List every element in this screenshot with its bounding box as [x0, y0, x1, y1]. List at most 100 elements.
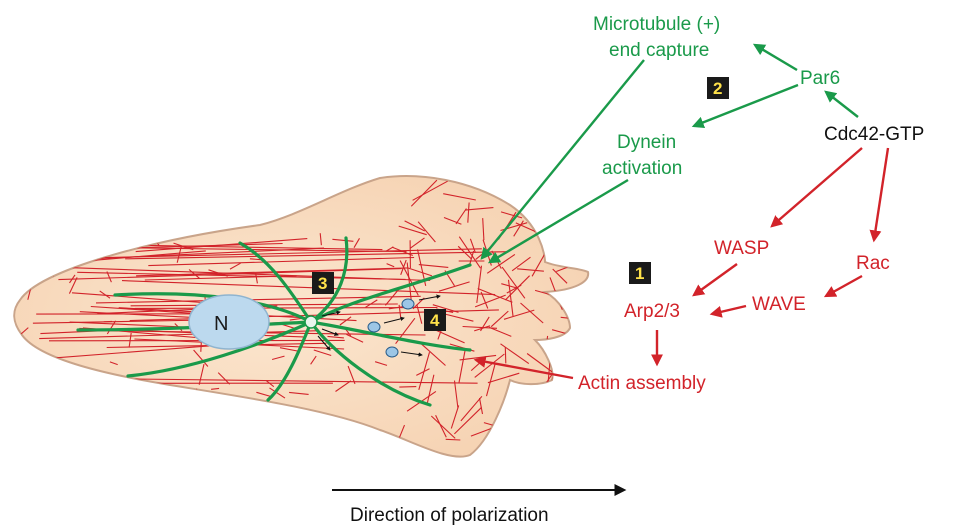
svg-text:1: 1 [635, 264, 644, 283]
actin-filament [566, 406, 582, 420]
actin-filament [148, 256, 415, 267]
labels: Microtubule (+) end capture Par6 Cdc42-G… [578, 14, 924, 394]
transport-arrow [400, 351, 423, 357]
actin-filament [310, 355, 317, 365]
vesicles [317, 294, 441, 358]
vesicle [385, 346, 399, 358]
actin-filament [83, 391, 100, 407]
vesicle [401, 298, 415, 310]
actin-filament [68, 277, 78, 294]
actin-filament [458, 236, 481, 269]
actin-filament [69, 274, 76, 284]
actin-filament [106, 271, 112, 283]
actin-filament [487, 372, 520, 384]
actin-filament [506, 284, 522, 294]
actin-filament [570, 429, 582, 442]
actin-filament [508, 190, 528, 194]
actin-filament [469, 238, 476, 253]
actin-filament [450, 405, 460, 429]
arrow-cdc42-to-rac [869, 147, 890, 243]
actin-filament [500, 211, 523, 219]
actin-filament [416, 304, 423, 324]
actin-filament [211, 387, 220, 390]
actin-filament [398, 225, 427, 236]
transport-arrow [321, 310, 341, 317]
actin-filament [546, 415, 556, 442]
actin-filament [520, 302, 544, 324]
actin-filament [121, 280, 496, 296]
transport-arrow [317, 335, 331, 351]
arrow-wave-to-arp23 [709, 304, 747, 318]
actin-filament [400, 259, 407, 275]
green-arrows [480, 43, 859, 264]
actin-filament [501, 266, 526, 299]
actin-filament [313, 349, 332, 357]
arrow-cdc42-to-par6 [824, 90, 859, 118]
svg-text:3: 3 [318, 274, 327, 293]
vesicle [367, 321, 381, 333]
nucleus: N [188, 294, 270, 350]
actin-filament [480, 291, 489, 309]
actin-filament [412, 180, 448, 201]
actin-filament [374, 361, 388, 366]
actin-filament [438, 281, 470, 292]
actin-filament [521, 393, 536, 423]
arrow-par6-to-microtubule-capture [752, 43, 798, 72]
actin-filament [217, 372, 231, 385]
actin-filament [541, 429, 557, 444]
label-par6: Par6 [800, 68, 840, 89]
svg-text:2: 2 [713, 79, 722, 98]
actin-filament [503, 309, 535, 320]
arrow-actin-assembly-to-cell [473, 355, 574, 380]
actin-filament [39, 330, 319, 340]
actin-filament [327, 335, 344, 339]
label-wasp: WASP [714, 238, 769, 259]
label-actin-assembly: Actin assembly [578, 373, 706, 394]
actin-filament [455, 208, 467, 225]
actin-filament [353, 238, 360, 248]
actin-filament [417, 221, 436, 243]
transport-arrow [383, 316, 405, 324]
centrosome [304, 315, 318, 329]
actin-filament [507, 279, 514, 317]
transport-arrow [418, 294, 441, 301]
actin-filament [508, 181, 533, 201]
arrow-microtubule-capture-to-cell [480, 59, 645, 260]
actin-filament [443, 216, 462, 225]
actin-filament [332, 238, 354, 242]
arrow-cdc42-to-wasp [770, 147, 863, 228]
actin-filament [388, 305, 405, 310]
actin-filament [196, 399, 207, 404]
actin-filament [119, 383, 130, 404]
actin-filament [173, 242, 194, 251]
actin-filament [517, 268, 544, 272]
actin-filament [490, 310, 509, 328]
actin-filament [125, 251, 509, 260]
actin-filament [347, 365, 356, 385]
actin-filament [208, 269, 228, 277]
actin-filament [426, 374, 435, 404]
actin-filament [566, 332, 580, 353]
actin-filament [339, 316, 352, 326]
label-microtubule-line1: Microtubule (+) [593, 14, 720, 35]
actin-filament [470, 426, 495, 437]
actin-filament [365, 299, 378, 308]
actin-filament [460, 395, 483, 422]
actin-filament [432, 304, 459, 313]
arrow-dynein-to-cell [487, 178, 629, 264]
label-arp23: Arp2/3 [624, 301, 680, 322]
badge-3: 3 [312, 272, 334, 294]
actin-filament [385, 246, 394, 252]
actin-filament [504, 346, 507, 364]
badge-4: 4 [424, 309, 446, 331]
actin-filament [289, 391, 309, 395]
actin-filament [465, 207, 494, 211]
label-dynein-line2: activation [602, 158, 682, 179]
actin-filament [476, 265, 483, 303]
actin-filament [416, 368, 430, 376]
actin-filament [229, 262, 241, 270]
label-dynein-line1: Dynein [617, 132, 676, 153]
actin-filament [135, 238, 308, 253]
actin-filament [279, 347, 301, 353]
